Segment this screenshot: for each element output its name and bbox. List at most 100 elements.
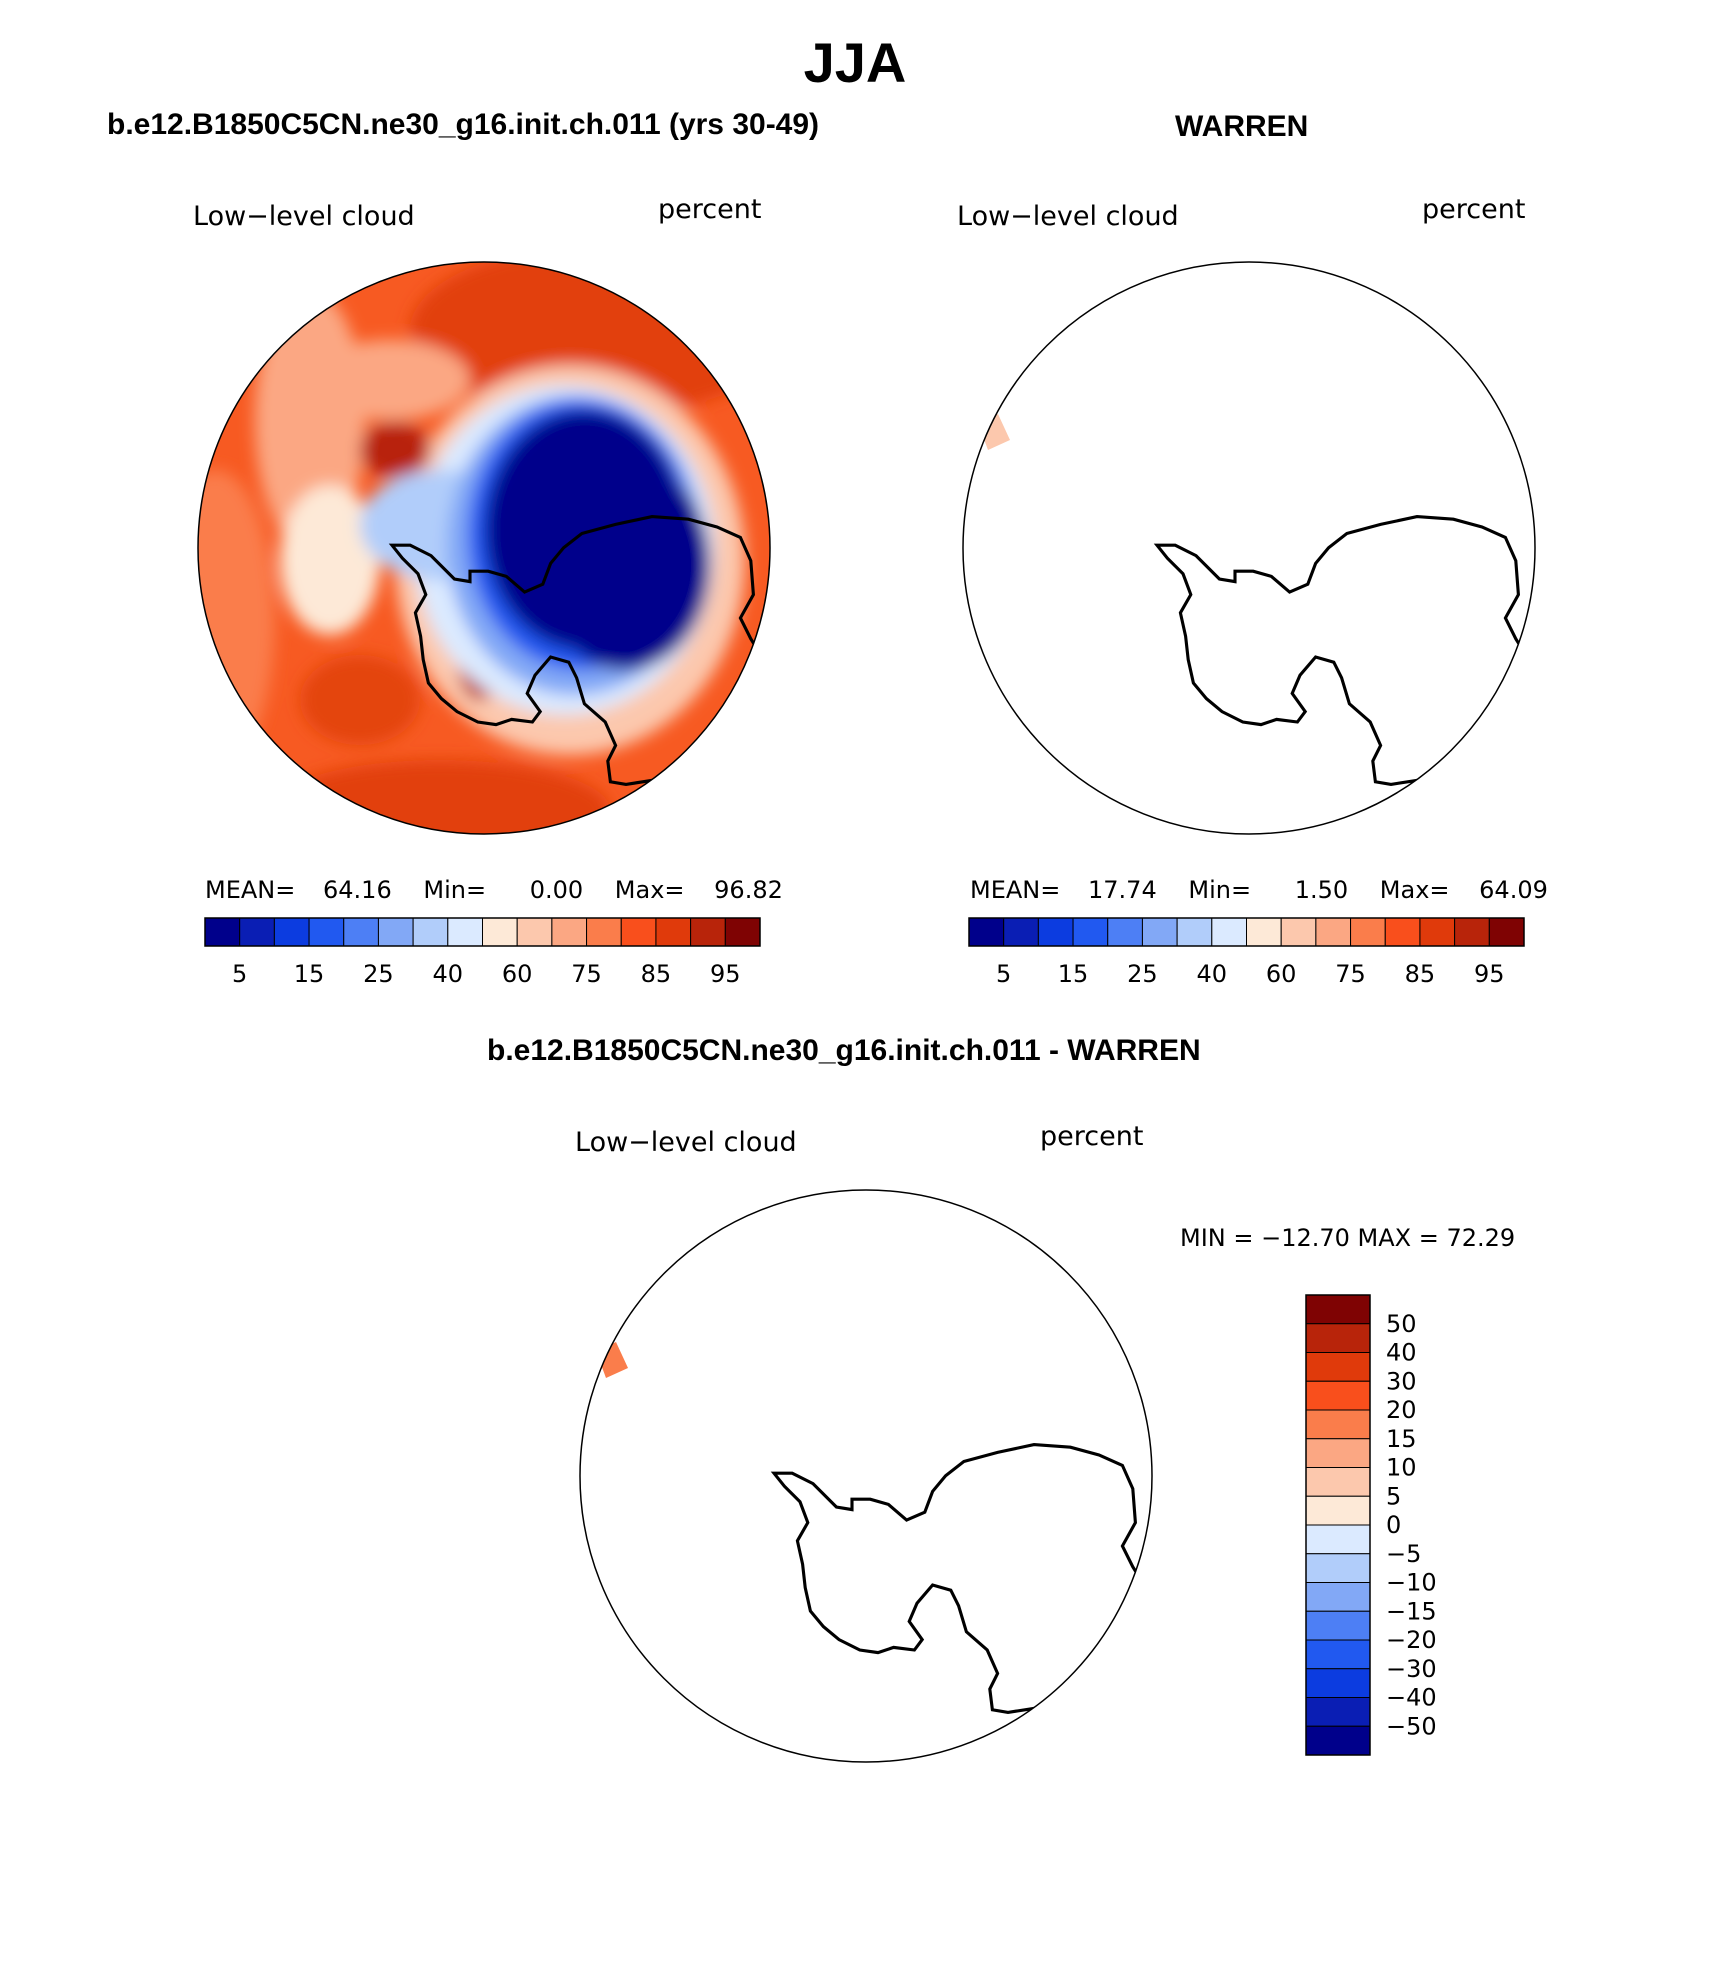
panel-obs-variable: Low−level cloud (957, 201, 1179, 232)
colorbar-swatch (1305, 1725, 1371, 1756)
colorbar-swatch (724, 917, 761, 947)
colorbar-swatch (482, 917, 518, 947)
colorbar-tick-label: 5 (1386, 1482, 1401, 1510)
colorbar-swatch (516, 917, 553, 947)
colorbar-swatch (1454, 917, 1490, 947)
colorbar-swatch (1350, 917, 1386, 947)
mean-label: MEAN= (970, 876, 1061, 904)
colorbar-swatch (1305, 1467, 1371, 1497)
colorbar-tick-label: −50 (1386, 1712, 1437, 1740)
colorbar-tick-label: 40 (1386, 1339, 1417, 1367)
colorbar-swatch (412, 917, 449, 947)
colorbar-swatch (1305, 1323, 1371, 1353)
colorbar-swatch (1305, 1610, 1371, 1641)
colorbar-tick-label: 40 (433, 960, 464, 988)
figure-title: JJA (803, 31, 907, 94)
panel-model-header: b.e12.B1850C5CN.ne30_g16.init.ch.011 (yr… (107, 108, 820, 141)
max-value: 64.09 (1479, 876, 1548, 904)
colorbar-swatch (239, 917, 275, 947)
colorbar-swatch (690, 917, 726, 947)
colorbar-swatch (1488, 917, 1525, 947)
colorbar-tick-label: 75 (571, 960, 602, 988)
max-label: Max= (1379, 876, 1450, 904)
colorbar-tick-label: 60 (502, 960, 533, 988)
colorbar-tick-label: −40 (1386, 1684, 1437, 1712)
colorbar-swatch (1280, 917, 1317, 947)
mean-value: 17.74 (1088, 876, 1157, 904)
panel-diff-units: percent (1040, 1121, 1144, 1152)
colorbar-tick-label: 75 (1335, 960, 1366, 988)
colorbar-tick-label: 95 (710, 960, 741, 988)
panel-model-variable: Low−level cloud (193, 201, 415, 232)
panel-obs-units: percent (1422, 194, 1526, 225)
colorbar-swatch (1003, 917, 1039, 947)
colorbar-tick-label: 25 (363, 960, 394, 988)
panel-model-map (198, 262, 770, 834)
panel-diff-map (580, 1190, 1152, 1762)
colorbar-tick-label: 0 (1386, 1511, 1401, 1539)
min-value: 0.00 (529, 876, 584, 904)
max-value: 96.82 (714, 876, 783, 904)
panel-diff-variable: Low−level cloud (575, 1127, 797, 1158)
colorbar-tick-label: 30 (1386, 1367, 1417, 1395)
panel-model-units: percent (658, 194, 762, 225)
mean-value: 64.16 (323, 876, 392, 904)
mean-label: MEAN= (205, 876, 296, 904)
colorbar-swatch (377, 917, 414, 947)
cloud-field (198, 262, 770, 834)
colorbar-tick-label: 15 (1386, 1425, 1417, 1453)
colorbar-tick-label: −30 (1386, 1655, 1437, 1683)
colorbar-tick-label: 5 (996, 960, 1011, 988)
colorbar-tick-label: 50 (1386, 1310, 1417, 1338)
colorbar-tick-label: 85 (1405, 960, 1436, 988)
colorbar-swatch (204, 917, 241, 947)
colorbar-tick-label: 15 (294, 960, 325, 988)
colorbar-tick-label: 20 (1386, 1396, 1417, 1424)
colorbar-swatch (308, 917, 345, 947)
panel-diff-header: b.e12.B1850C5CN.ne30_g16.init.ch.011 - W… (487, 1034, 1201, 1067)
colorbar-swatch (1305, 1294, 1371, 1325)
panel-obs-stats: MEAN= 17.74 Min= 1.50 Max= 64.09 (970, 876, 1548, 904)
colorbar-tick-label: 60 (1266, 960, 1297, 988)
min-label: Min= (1188, 876, 1252, 904)
colorbar-swatch (1107, 917, 1143, 947)
colorbar-tick-label: −5 (1386, 1540, 1421, 1568)
colorbar-swatch (1305, 1495, 1371, 1526)
panel-diff-minmax: MIN = −12.70 MAX = 72.29 (1180, 1224, 1516, 1252)
min-label: Min= (423, 876, 487, 904)
colorbar-swatch (968, 917, 1005, 947)
colorbar-swatch (1419, 917, 1456, 947)
colorbar-swatch (1246, 917, 1282, 947)
colorbar-tick-label: 95 (1474, 960, 1505, 988)
panel-obs-map (963, 262, 1535, 834)
min-value: 1.50 (1294, 876, 1349, 904)
colorbar-swatch (1305, 1668, 1371, 1698)
colorbar-swatch (1305, 1553, 1371, 1583)
colorbar-swatch (1305, 1438, 1371, 1468)
colorbar-swatch (1305, 1380, 1371, 1411)
colorbar-swatch (1384, 917, 1421, 947)
max-label: Max= (614, 876, 685, 904)
colorbar-swatch (586, 917, 622, 947)
panel-obs-border (962, 261, 1536, 835)
colorbar-tick-label: −15 (1386, 1597, 1437, 1625)
panel-obs-header: WARREN (1175, 110, 1309, 143)
colorbar-tick-label: 25 (1127, 960, 1158, 988)
colorbar-obs: 5 15 25 40 60 75 85 95 (968, 917, 1525, 988)
colorbar-swatch (1305, 1697, 1371, 1727)
colorbar-swatch (1305, 1409, 1371, 1440)
colorbar-swatch (447, 917, 483, 947)
colorbar-swatch (655, 917, 692, 947)
colorbar-swatch (1037, 917, 1074, 947)
colorbar-swatch (551, 917, 588, 947)
colorbar-tick-label: 5 (232, 960, 247, 988)
colorbar-swatch (1072, 917, 1109, 947)
colorbar-tick-label: 10 (1386, 1454, 1417, 1482)
panel-diff-border (579, 1189, 1153, 1763)
panel-model-border (197, 261, 771, 835)
colorbar-swatch (1305, 1582, 1371, 1612)
colorbar-swatch (1305, 1352, 1371, 1382)
colorbar-tick-label: −20 (1386, 1626, 1437, 1654)
colorbar-tick-label: −10 (1386, 1569, 1437, 1597)
